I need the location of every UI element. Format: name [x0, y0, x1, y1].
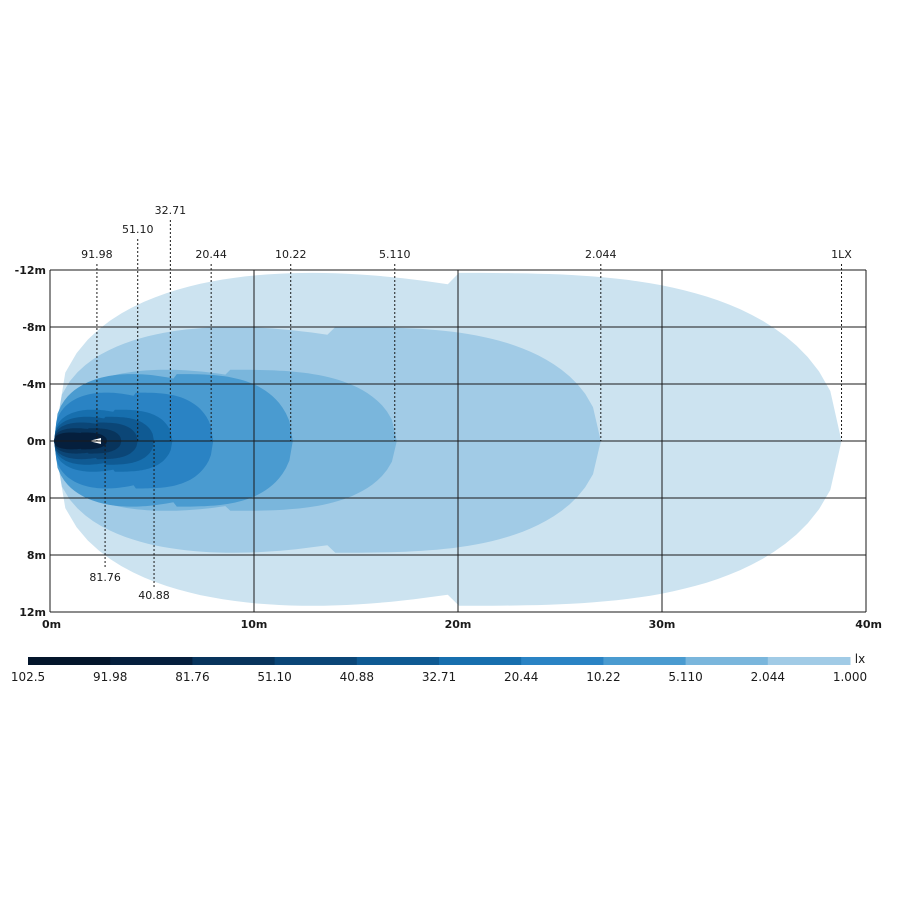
- x-tick-40m: 40m: [855, 618, 882, 631]
- legend-swatch-51-10: [274, 657, 358, 665]
- bottom-label-40-88: 40.88: [138, 589, 170, 602]
- isolux-contours: [54, 272, 842, 606]
- top-label-20-44: 20.44: [195, 248, 227, 261]
- legend-swatch-102-5: [28, 657, 111, 665]
- y-tick-4m: 4m: [27, 492, 46, 505]
- top-label-51-10: 51.10: [122, 223, 154, 236]
- x-tick-20m: 20m: [445, 618, 472, 631]
- y-tick--12m: -12m: [15, 264, 46, 277]
- legend-swatch-32-71: [439, 657, 522, 665]
- top-label-2-044: 2.044: [585, 248, 617, 261]
- x-tick-10m: 10m: [241, 618, 268, 631]
- legend-label-10-22: 10.22: [586, 670, 620, 684]
- legend-swatch-2-044: [767, 657, 851, 665]
- top-label-1lx: 1LX: [831, 248, 852, 261]
- legend-label-20-44: 20.44: [504, 670, 538, 684]
- legend-label-1-000: 1.000: [833, 670, 867, 684]
- legend-swatch-91-98: [110, 657, 193, 665]
- grid-lines: [49, 269, 867, 613]
- legend-swatch-20-44: [521, 657, 604, 665]
- bottom-label-81-76: 81.76: [89, 571, 121, 584]
- top-label-91-98: 91.98: [81, 248, 113, 261]
- legend-swatch-5-110: [685, 657, 769, 665]
- x-tick-30m: 30m: [649, 618, 676, 631]
- legend-label-91-98: 91.98: [93, 670, 127, 684]
- legend-label-102-5: 102.5: [11, 670, 45, 684]
- legend-swatch-10-22: [603, 657, 687, 665]
- legend-label-2-044: 2.044: [751, 670, 785, 684]
- x-tick-0m: 0m: [42, 618, 61, 631]
- legend-label-51-10: 51.10: [257, 670, 291, 684]
- legend-unit: lx: [855, 652, 865, 666]
- y-tick-8m: 8m: [27, 549, 46, 562]
- legend-label-81-76: 81.76: [175, 670, 209, 684]
- top-label-32-71: 32.71: [155, 204, 187, 217]
- legend: 102.5 91.98 81.76 51.10 40.88 32.71 20.44 10.22…: [11, 652, 867, 684]
- y-tick-12m: 12m: [19, 606, 46, 619]
- axis-labels: 0m 10m 20m 30m 40m -12m -8m -4m 0m 4m 8m 12m: [15, 264, 882, 631]
- legend-swatch-40-88: [356, 657, 440, 665]
- legend-label-5-110: 5.110: [668, 670, 702, 684]
- y-tick-0m: 0m: [27, 435, 46, 448]
- y-tick--4m: -4m: [22, 378, 46, 391]
- legend-label-40-88: 40.88: [340, 670, 374, 684]
- legend-swatch-81-76: [192, 657, 276, 665]
- bottom-value-labels: 81.76 40.88: [89, 441, 170, 602]
- top-label-10-22: 10.22: [275, 248, 307, 261]
- y-tick--8m: -8m: [22, 321, 46, 334]
- legend-label-32-71: 32.71: [422, 670, 456, 684]
- top-label-5-110: 5.110: [379, 248, 411, 261]
